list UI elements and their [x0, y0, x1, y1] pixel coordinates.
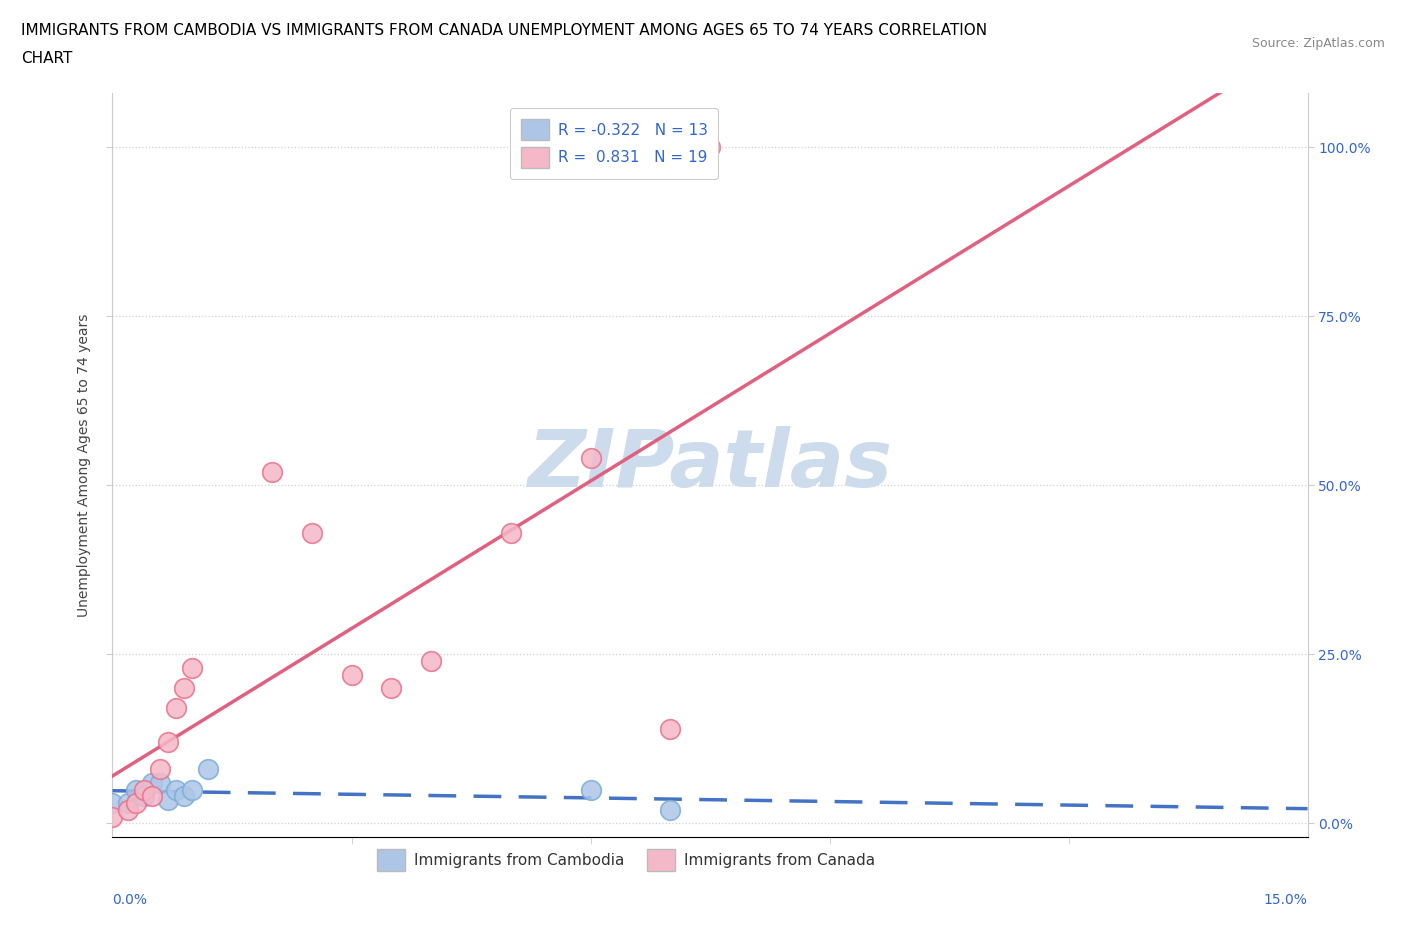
Point — [149, 762, 172, 777]
Point — [197, 762, 219, 777]
Point — [125, 796, 148, 811]
Point — [181, 782, 204, 797]
Point — [165, 782, 187, 797]
Point — [134, 789, 156, 804]
Point — [125, 782, 148, 797]
Text: CHART: CHART — [21, 51, 73, 66]
Text: Source: ZipAtlas.com: Source: ZipAtlas.com — [1251, 37, 1385, 50]
Point — [499, 525, 522, 540]
Point — [659, 803, 682, 817]
Legend: Immigrants from Cambodia, Immigrants from Canada: Immigrants from Cambodia, Immigrants fro… — [367, 839, 886, 882]
Text: 0.0%: 0.0% — [112, 893, 148, 907]
Text: ZIPatlas: ZIPatlas — [527, 426, 893, 504]
Point — [141, 789, 163, 804]
Point — [420, 654, 443, 669]
Point — [173, 681, 195, 696]
Point — [699, 140, 721, 154]
Point — [301, 525, 323, 540]
Point — [134, 782, 156, 797]
Text: 15.0%: 15.0% — [1264, 893, 1308, 907]
Point — [659, 722, 682, 737]
Y-axis label: Unemployment Among Ages 65 to 74 years: Unemployment Among Ages 65 to 74 years — [77, 313, 91, 617]
Point — [117, 803, 139, 817]
Point — [380, 681, 402, 696]
Point — [157, 792, 180, 807]
Point — [579, 782, 602, 797]
Point — [165, 701, 187, 716]
Point — [101, 796, 124, 811]
Point — [173, 789, 195, 804]
Point — [579, 451, 602, 466]
Point — [117, 796, 139, 811]
Point — [101, 809, 124, 824]
Point — [340, 667, 363, 682]
Text: IMMIGRANTS FROM CAMBODIA VS IMMIGRANTS FROM CANADA UNEMPLOYMENT AMONG AGES 65 TO: IMMIGRANTS FROM CAMBODIA VS IMMIGRANTS F… — [21, 23, 987, 38]
Point — [141, 776, 163, 790]
Point — [181, 660, 204, 675]
Point — [260, 464, 283, 479]
Point — [149, 776, 172, 790]
Point — [157, 735, 180, 750]
